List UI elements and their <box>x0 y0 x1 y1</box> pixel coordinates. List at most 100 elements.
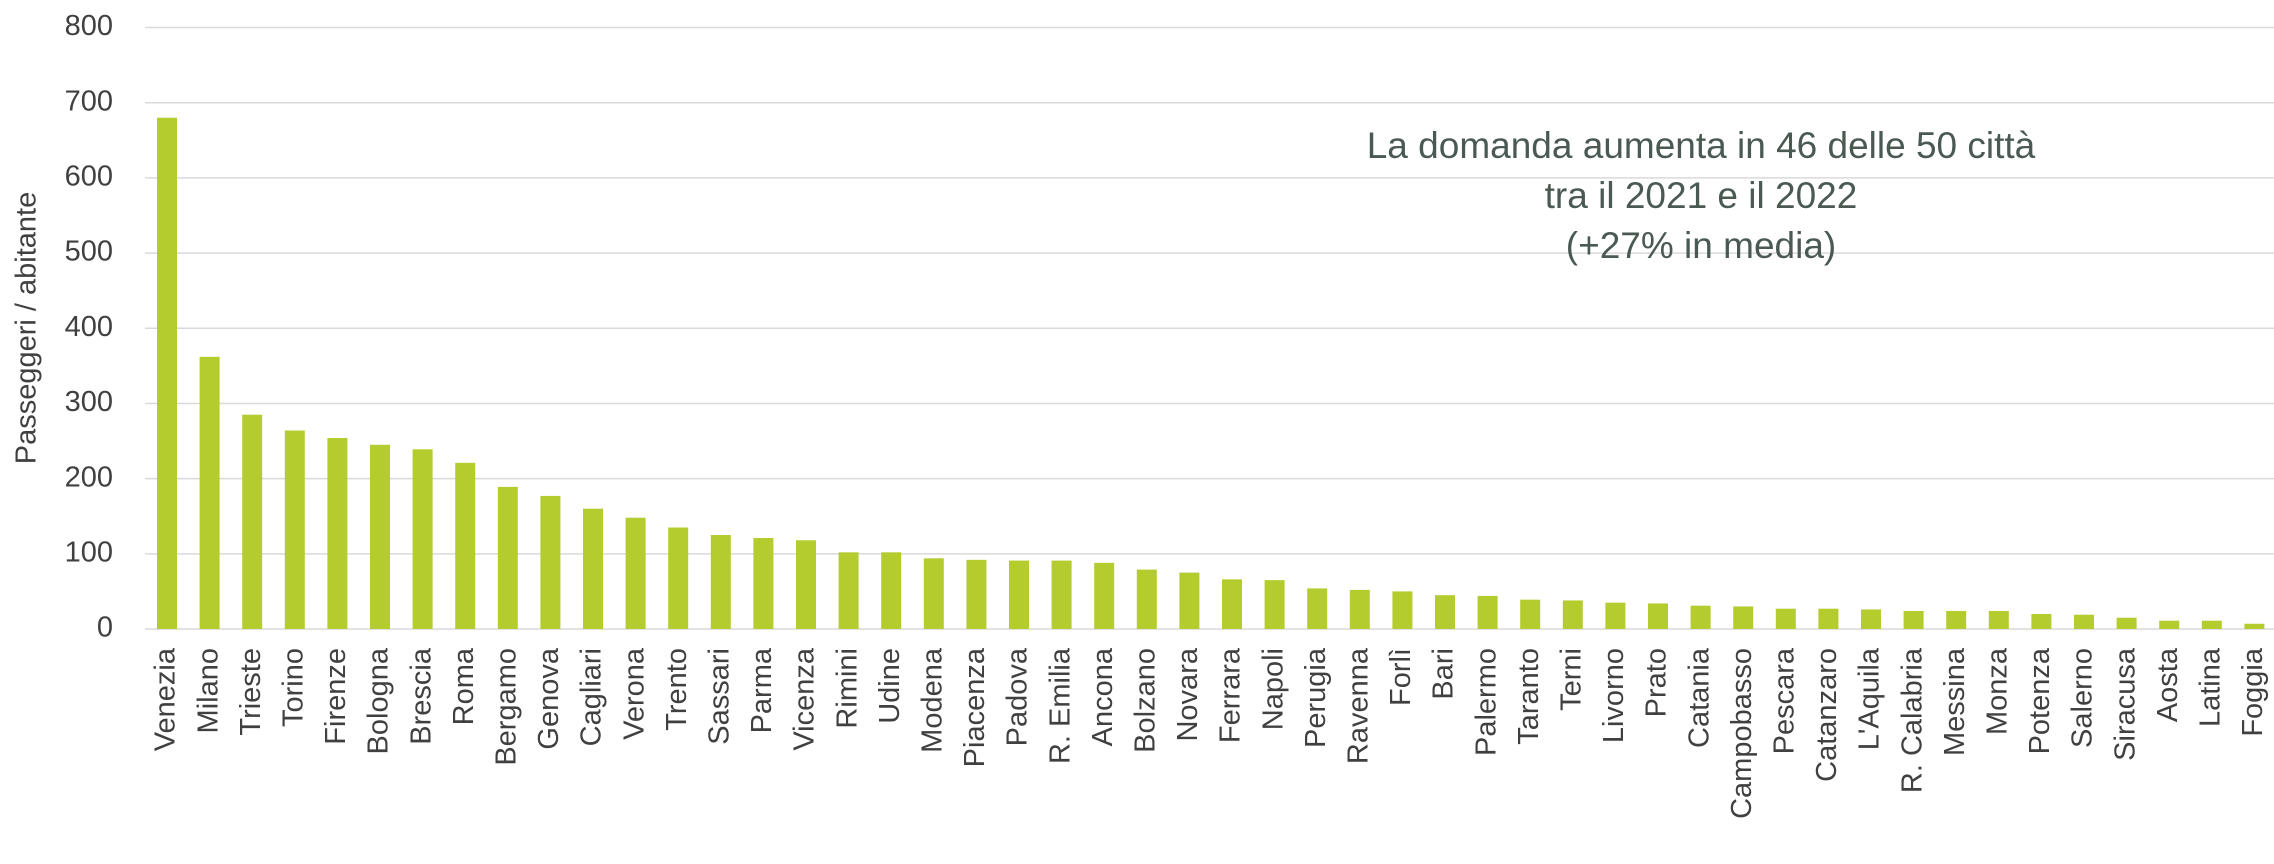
y-tick-label: 100 <box>65 536 113 568</box>
x-tick-label: Bologna <box>363 647 395 754</box>
bar <box>242 414 263 629</box>
x-tick-label: Cagliari <box>576 648 608 746</box>
x-tick-label: Trento <box>661 648 693 731</box>
bar <box>157 117 177 629</box>
x-tick-label: Trieste <box>235 648 267 736</box>
x-tick-label: Livorno <box>1598 648 1630 743</box>
annotation: (+27% in media) <box>1566 225 1836 266</box>
bar <box>1435 595 1455 629</box>
annotation: tra il 2021 e il 2022 <box>1545 175 1858 216</box>
bar <box>327 438 348 629</box>
bar <box>1009 560 1029 629</box>
x-tick-label: Piacenza <box>959 647 991 767</box>
x-tick-label: Catania <box>1683 647 1715 748</box>
x-tick-label: Novara <box>1172 647 1204 741</box>
x-tick-label: Ancona <box>1087 647 1119 746</box>
x-tick-label: Forlì <box>1385 648 1417 706</box>
x-tick-label: Brescia <box>405 647 437 745</box>
bar <box>370 444 390 629</box>
bar <box>625 517 646 629</box>
y-tick-label: 800 <box>65 10 113 42</box>
x-tick-label: Aosta <box>2152 647 2184 722</box>
bar <box>2074 614 2094 629</box>
y-tick-label: 400 <box>65 311 113 343</box>
x-tick-label: Catanzaro <box>1811 648 1843 782</box>
y-tick-label: 700 <box>65 85 113 117</box>
x-tick-label: Prato <box>1641 648 1673 717</box>
x-tick-label: Firenze <box>320 648 352 745</box>
x-tick-label: Pescara <box>1768 647 1800 754</box>
bar <box>1349 589 1370 629</box>
x-tick-label: Taranto <box>1513 648 1545 745</box>
x-tick-label: Rimini <box>831 648 863 729</box>
x-tick-label: Salerno <box>2067 648 2099 748</box>
x-tick-label: Ravenna <box>1342 647 1374 764</box>
y-tick-label: 200 <box>65 461 113 493</box>
bar <box>796 540 816 629</box>
x-tick-label: Vicenza <box>789 647 821 751</box>
x-tick-label: Verona <box>618 647 650 740</box>
x-tick-label: Roma <box>448 647 480 725</box>
x-tick-label: Foggia <box>2237 647 2269 737</box>
bar <box>1562 600 1583 629</box>
x-tick-label: Terni <box>1555 648 1587 711</box>
x-tick-label: Bergamo <box>490 648 522 766</box>
y-tick-label: 0 <box>97 612 113 644</box>
bar <box>966 559 987 629</box>
bar <box>1520 599 1541 629</box>
bar <box>1903 610 1924 629</box>
x-tick-label: Modena <box>916 647 948 753</box>
x-tick-label: Parma <box>746 647 778 733</box>
bar <box>1690 605 1711 629</box>
x-tick-label: Latina <box>2194 647 2226 727</box>
bar <box>710 535 731 629</box>
bar <box>199 356 220 629</box>
x-tick-label: R. Emilia <box>1044 647 1076 764</box>
bar <box>1477 595 1498 629</box>
bar <box>1222 579 1242 629</box>
x-tick-label: Napoli <box>1257 648 1289 730</box>
bar <box>412 449 433 629</box>
x-tick-label: Palermo <box>1470 648 1502 756</box>
bar <box>583 508 603 629</box>
x-tick-label: L'Aquila <box>1854 647 1886 750</box>
bar <box>2116 617 2137 629</box>
bar <box>2244 623 2265 629</box>
y-tick-label: 300 <box>65 386 113 418</box>
bar <box>540 495 561 629</box>
bar <box>1946 610 1967 629</box>
x-tick-label: Perugia <box>1300 647 1332 748</box>
bar <box>923 558 944 629</box>
bar <box>1051 560 1072 629</box>
bar <box>1818 608 1839 629</box>
x-tick-label: Torino <box>277 648 309 727</box>
x-tick-label: Monza <box>1981 647 2013 735</box>
bar <box>497 486 518 629</box>
x-tick-label: Campobasso <box>1726 648 1758 819</box>
x-tick-label: Bari <box>1428 648 1460 700</box>
x-tick-label: Udine <box>874 648 906 724</box>
bar <box>1307 588 1328 629</box>
bar <box>2201 620 2222 629</box>
x-tick-label: Potenza <box>2024 647 2056 754</box>
x-tick-label: R. Calabria <box>1896 647 1928 793</box>
bar <box>838 552 859 629</box>
y-tick-label: 600 <box>65 161 113 193</box>
y-tick-label: 500 <box>65 236 113 268</box>
bar <box>881 552 902 629</box>
bar <box>1136 569 1157 629</box>
bar <box>2159 620 2180 629</box>
bar <box>1392 591 1413 629</box>
bar <box>1775 608 1796 629</box>
bar <box>668 527 689 629</box>
x-tick-label: Sassari <box>703 648 735 745</box>
bar <box>1264 580 1285 629</box>
x-tick-label: Milano <box>192 648 224 733</box>
x-tick-label: Ferrara <box>1215 647 1247 743</box>
annotation: La domanda aumenta in 46 delle 50 città <box>1367 125 2036 166</box>
bar <box>1179 572 1200 629</box>
bar <box>284 430 305 629</box>
x-tick-label: Padova <box>1002 647 1034 746</box>
bar <box>753 538 774 629</box>
